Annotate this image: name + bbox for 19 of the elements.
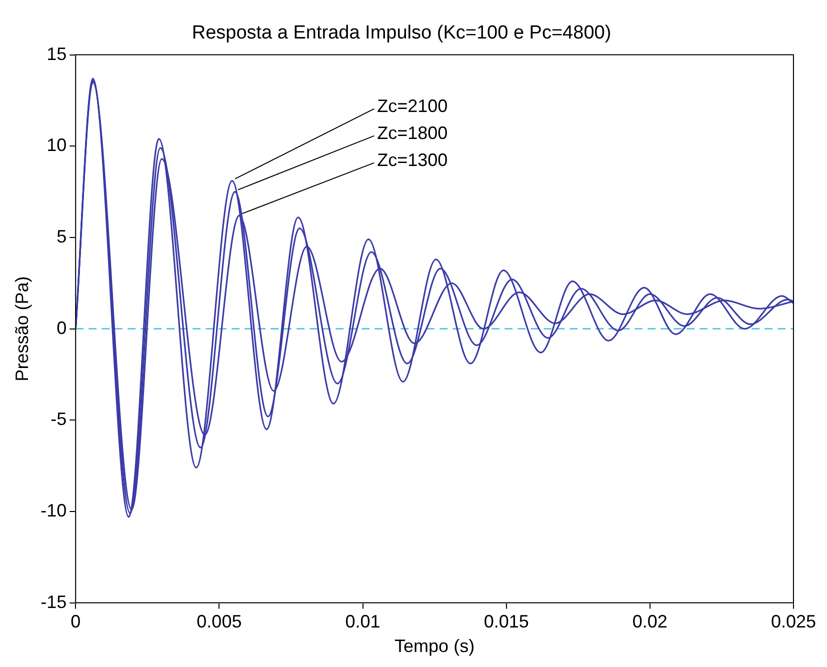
y-axis-title: Pressão (Pa) [12,276,32,382]
x-axis-title: Tempo (s) [394,636,475,656]
x-tick-label: 0.015 [484,612,529,632]
y-tick-label: 5 [56,226,67,246]
annotation: Zc=2100 [377,96,448,116]
y-tick-label: -10 [40,500,67,520]
x-tick-label: 0.01 [345,612,380,632]
annotation: Zc=1300 [377,150,448,170]
y-tick-label: -15 [40,592,67,612]
x-tick-label: 0.02 [632,612,668,632]
y-tick-label: 10 [46,135,67,156]
chart-title: Resposta a Entrada Impulso (Kc=100 e Pc=4800) [192,22,612,44]
y-tick-label: 0 [56,318,67,338]
annotation: Zc=1800 [377,122,448,143]
x-tick-label: 0.005 [196,612,242,632]
x-tick-label: 0 [70,612,81,632]
x-tick-label: 0.025 [770,612,816,632]
y-tick-label: -5 [50,409,67,430]
y-tick-label: 15 [46,44,67,64]
